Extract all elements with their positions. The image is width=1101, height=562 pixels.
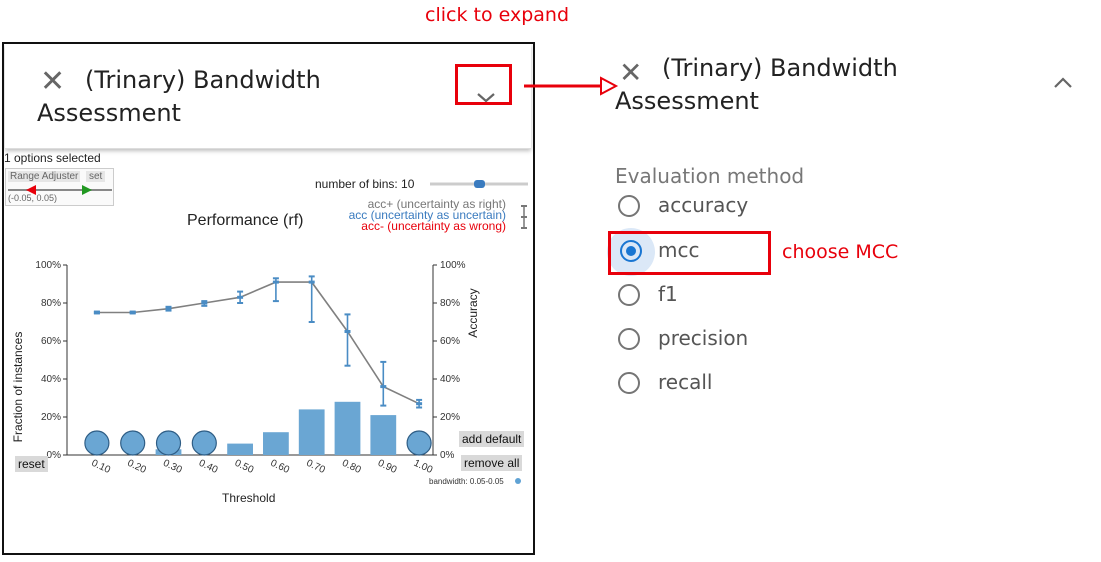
card-header — [5, 44, 531, 149]
y-tick-label: 0% — [47, 450, 62, 461]
radio-option-recall[interactable]: recall — [618, 370, 712, 394]
legend-acc-minus: acc- (uncertainty as wrong) — [361, 219, 506, 233]
radio-label: f1 — [658, 282, 678, 306]
bar — [334, 401, 361, 455]
expand-button[interactable] — [455, 64, 512, 105]
radio-button[interactable] — [618, 372, 640, 394]
bar — [263, 432, 289, 455]
x-tick-label: 0.90 — [376, 458, 399, 476]
radio-option-f1[interactable]: f1 — [618, 282, 678, 306]
accuracy-point — [380, 385, 387, 389]
range-adjuster-label: Range Adjuster — [8, 171, 81, 182]
arrow-icon — [524, 76, 619, 96]
y-tick-label: 80% — [41, 298, 61, 309]
radio-label: mcc — [658, 238, 700, 262]
bins-slider-thumb[interactable] — [474, 180, 485, 188]
bin-circle-marker — [120, 430, 146, 456]
x-tick-label: 1.00 — [412, 458, 435, 476]
accuracy-point — [344, 330, 351, 333]
remove-all-button[interactable]: remove all — [461, 455, 523, 471]
x-axis-label: Threshold — [222, 491, 276, 505]
range-text: (-0.05, 0.05) — [8, 193, 58, 203]
right-panel-title: (Trinary) Bandwidth Assessment — [615, 54, 898, 115]
range-right-handle[interactable] — [82, 185, 92, 195]
y-tick-label: 60% — [41, 336, 61, 347]
radio-button[interactable] — [620, 240, 642, 262]
y2-tick-label: 0% — [440, 450, 455, 461]
x-tick-label: 0.20 — [125, 458, 148, 476]
close-icon[interactable]: ✕ — [40, 64, 66, 99]
y2-tick-label: 40% — [440, 374, 460, 385]
bin-circle-marker — [84, 430, 110, 456]
bins-label: number of bins: 10 — [315, 177, 415, 191]
y-axis-label: Fraction of instances — [11, 331, 25, 443]
bar — [370, 415, 397, 455]
chevron-down-icon — [477, 93, 495, 103]
bar — [298, 409, 325, 455]
y-tick-label: 20% — [41, 412, 61, 423]
radio-option-precision[interactable]: precision — [618, 326, 748, 350]
accuracy-point — [165, 307, 172, 311]
x-tick-label: 0.40 — [197, 458, 220, 476]
range-slider[interactable] — [6, 183, 114, 197]
range-adjuster[interactable]: Range Adjuster set (-0.05, 0.05) — [5, 168, 114, 206]
accuracy-point — [272, 280, 279, 284]
bins-slider[interactable] — [428, 177, 530, 191]
bandwidth-dot — [515, 478, 521, 484]
y2-axis-label: Accuracy — [466, 288, 480, 338]
accuracy-point — [308, 280, 315, 284]
chevron-up-icon[interactable] — [1052, 76, 1074, 90]
y-tick-label: 40% — [41, 374, 61, 385]
accuracy-line — [96, 281, 420, 405]
radio-button[interactable] — [618, 284, 640, 306]
radio-option-accuracy[interactable]: accuracy — [618, 193, 748, 217]
y2-tick-label: 80% — [440, 298, 460, 309]
legend-errorbar-icon — [521, 205, 527, 229]
radio-label: precision — [658, 326, 749, 350]
accuracy-point — [201, 301, 208, 305]
options-selected-text: 1 options selected — [4, 151, 101, 165]
click-to-expand-note: click to expand — [425, 4, 570, 26]
accuracy-point — [93, 311, 100, 314]
chart-legend: acc+ (uncertainty as right) acc (uncerta… — [340, 197, 506, 233]
range-set-button[interactable]: set — [86, 171, 106, 182]
x-tick-label: 0.70 — [304, 458, 327, 476]
y2-tick-label: 60% — [440, 336, 460, 347]
accuracy-point — [416, 402, 423, 406]
y2-tick-label: 20% — [440, 412, 460, 423]
accuracy-point — [237, 295, 244, 299]
range-left-handle[interactable] — [26, 185, 36, 195]
right-close-icon[interactable]: ✕ — [619, 56, 643, 89]
bar — [227, 443, 253, 455]
y2-tick-label: 100% — [440, 260, 466, 271]
performance-chart: 0% 20% 40% 60% 80% 100% 0% 20% 40% 60% 80% 100% 0.10… — [35, 260, 466, 476]
legend-acc-plus: acc+ (uncertainty as right) — [367, 197, 506, 211]
add-default-button[interactable]: add default — [459, 431, 525, 447]
chart-title: Performance (rf) — [187, 212, 304, 229]
x-tick-label: 0.30 — [161, 458, 184, 476]
bin-circle-marker — [191, 430, 217, 456]
radio-button[interactable] — [618, 328, 640, 350]
x-tick-label: 0.60 — [269, 458, 292, 476]
accuracy-point — [129, 311, 136, 314]
radio-label: recall — [658, 370, 713, 394]
legend-acc: acc (uncertainty as uncertain) — [348, 208, 506, 222]
radio-label: accuracy — [658, 193, 749, 217]
x-tick-label: 0.50 — [233, 458, 256, 476]
x-tick-label: 0.10 — [90, 458, 113, 476]
radio-option-mcc[interactable]: mcc — [620, 238, 699, 262]
card-title: (Trinary) Bandwidth Assessment — [37, 66, 321, 127]
x-tick-label: 0.80 — [340, 458, 363, 476]
y-tick-label: 100% — [35, 260, 61, 271]
bin-circle-marker — [406, 430, 432, 456]
mcc-highlight-box — [608, 231, 771, 275]
bandwidth-label: bandwidth: 0.05-0.05 — [429, 477, 504, 486]
bin-circle-marker — [155, 430, 182, 456]
reset-button[interactable]: reset — [15, 456, 48, 472]
evaluation-method-label: Evaluation method — [615, 164, 805, 188]
radio-button[interactable] — [618, 195, 640, 217]
choose-mcc-note: choose MCC — [782, 241, 899, 263]
